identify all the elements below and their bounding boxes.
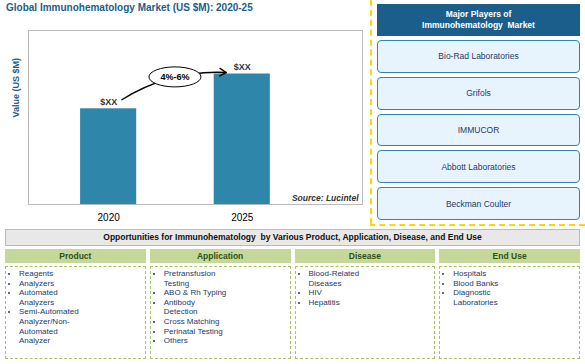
- html-text:Product: Product: [59, 251, 92, 261]
- html-text:Semi-Automated Analyzer/Non- A: Semi-Automated Analyzer/Non- Automated A…: [19, 307, 79, 346]
- html-text:Global Immunohematology Market: Global Immunohematology Market (US $M): …: [6, 2, 253, 13]
- html-text:Analyzers: Analyzers: [19, 278, 55, 288]
- html-text:IMMUCOR: IMMUCOR: [457, 125, 500, 135]
- html-text:Cross Matching: Cross Matching: [163, 317, 220, 326]
- svg-text:$XX: $XX: [100, 97, 117, 107]
- html-text:Grifols: Grifols: [466, 88, 491, 99]
- html-text:Beckman Coulter: Beckman Coulter: [445, 198, 512, 209]
- html-text:Major Players of Immunohematol: Major Players of Immunohematology Market: [422, 9, 535, 30]
- html-text:Diagnostic Laboratories: Diagnostic Laboratories: [453, 288, 498, 307]
- svg-text:2020: 2020: [98, 212, 121, 223]
- svg-text:Source: Lucintel: Source: Lucintel: [292, 193, 359, 203]
- html-text:Disease: Disease: [348, 251, 381, 261]
- svg-text:$XX: $XX: [234, 62, 251, 72]
- html-text:End Use: End Use: [492, 251, 527, 261]
- html-text:Abbott Laboratories: Abbott Laboratories: [441, 161, 516, 172]
- svg-text:4%-6%: 4%-6%: [160, 72, 189, 82]
- html-text:Others: Others: [163, 336, 188, 346]
- html-text:Hospitals: Hospitals: [453, 269, 487, 278]
- html-text:Opportunities for Immunohemato: Opportunities for Immunohematology by Va…: [103, 232, 482, 242]
- html-text:Reagents: Reagents: [19, 269, 54, 278]
- html-text:ABO & Rh Typing: ABO & Rh Typing: [163, 288, 227, 298]
- html-text:Hepatitis: Hepatitis: [308, 297, 340, 307]
- html-text:Antibody Detection: Antibody Detection: [163, 297, 198, 317]
- html-text:HIV: HIV: [308, 288, 322, 298]
- html-text:Automated Analyzers: Automated Analyzers: [19, 288, 58, 307]
- html-text:Bio-Rad Laboratories: Bio-Rad Laboratories: [438, 51, 519, 62]
- html-text:Blood-Related Diseases: Blood-Related Diseases: [308, 269, 360, 288]
- svg-text:2025: 2025: [231, 212, 254, 223]
- html-text:Blood Banks: Blood Banks: [453, 278, 499, 288]
- html-text:Perinatal Testing: Perinatal Testing: [163, 326, 223, 336]
- html-text:Pretransfusion Testing: Pretransfusion Testing: [163, 269, 216, 288]
- svg-text:Value (US $M): Value (US $M): [11, 58, 21, 118]
- html-text:Application: Application: [197, 251, 244, 261]
